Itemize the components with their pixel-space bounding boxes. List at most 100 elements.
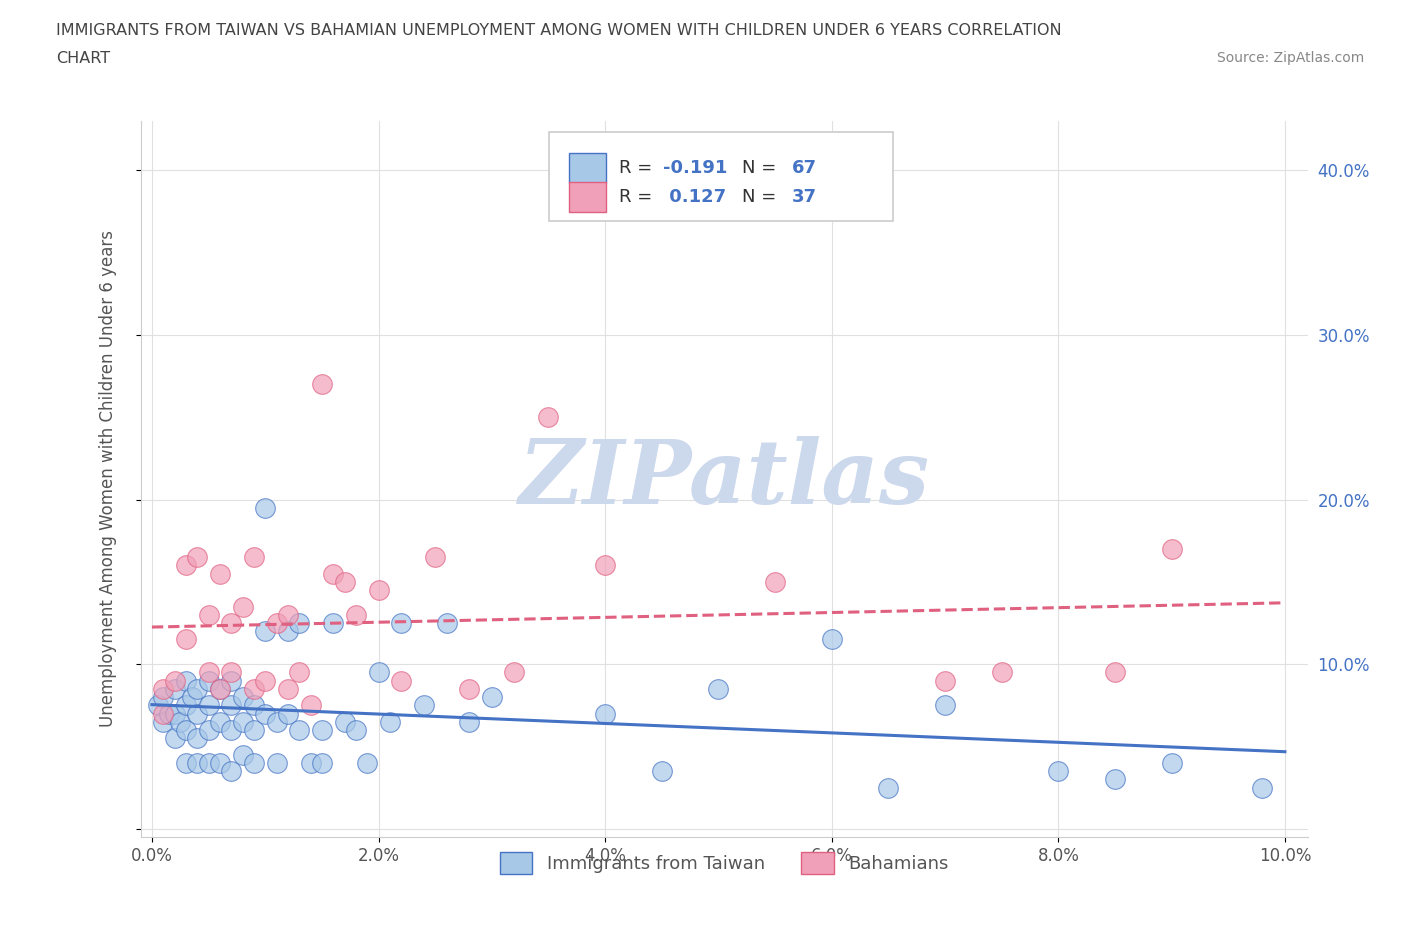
Text: N =: N = <box>741 159 782 177</box>
Point <box>1160 541 1182 556</box>
Point <box>266 616 288 631</box>
Point <box>243 755 266 770</box>
Point <box>254 706 277 721</box>
Point <box>174 723 197 737</box>
Point <box>174 558 197 573</box>
Point <box>197 607 219 622</box>
Point <box>1160 755 1182 770</box>
Text: -0.191: -0.191 <box>664 159 728 177</box>
Point <box>254 624 277 639</box>
Point <box>821 632 844 647</box>
Point <box>266 755 288 770</box>
Text: R =: R = <box>619 188 658 206</box>
Point <box>277 607 299 622</box>
Point <box>311 377 333 392</box>
Point <box>219 616 242 631</box>
Text: Source: ZipAtlas.com: Source: ZipAtlas.com <box>1216 51 1364 65</box>
Point <box>232 747 254 762</box>
Point <box>1251 780 1274 795</box>
Point <box>1104 665 1126 680</box>
Point <box>219 673 242 688</box>
Point <box>322 616 344 631</box>
Point <box>311 755 333 770</box>
Point <box>877 780 900 795</box>
Point <box>322 566 344 581</box>
Point <box>288 616 311 631</box>
Point <box>425 550 447 565</box>
Point <box>990 665 1012 680</box>
Point <box>344 723 367 737</box>
Point <box>243 550 266 565</box>
Point <box>157 706 180 721</box>
Point <box>208 755 231 770</box>
Text: N =: N = <box>741 188 782 206</box>
Point <box>219 723 242 737</box>
Point <box>152 682 174 697</box>
Legend: Immigrants from Taiwan, Bahamians: Immigrants from Taiwan, Bahamians <box>492 845 956 882</box>
Point <box>299 698 322 712</box>
Point <box>163 682 186 697</box>
FancyBboxPatch shape <box>548 132 893 221</box>
Point <box>208 566 231 581</box>
Point <box>186 731 208 746</box>
Point <box>436 616 458 631</box>
Point <box>356 755 378 770</box>
Point <box>277 706 299 721</box>
Point <box>333 575 356 590</box>
Point <box>219 698 242 712</box>
Text: 37: 37 <box>792 188 817 206</box>
Point <box>254 673 277 688</box>
Point <box>367 665 389 680</box>
Point <box>299 755 322 770</box>
Point <box>503 665 526 680</box>
Point <box>197 673 219 688</box>
FancyBboxPatch shape <box>569 153 606 183</box>
Point <box>934 673 956 688</box>
Point <box>277 624 299 639</box>
Text: CHART: CHART <box>56 51 110 66</box>
Point <box>232 599 254 614</box>
Point <box>208 682 231 697</box>
Text: ZIPatlas: ZIPatlas <box>519 435 929 523</box>
Point <box>378 714 401 729</box>
Point <box>197 723 219 737</box>
Point <box>186 755 208 770</box>
Point <box>243 682 266 697</box>
Point <box>243 723 266 737</box>
Text: 67: 67 <box>792 159 817 177</box>
Point <box>163 673 186 688</box>
Point <box>707 682 730 697</box>
Point <box>174 698 197 712</box>
Point <box>344 607 367 622</box>
Point <box>412 698 434 712</box>
Point <box>232 690 254 705</box>
Point <box>243 698 266 712</box>
Point <box>458 714 481 729</box>
Point <box>481 690 503 705</box>
Point <box>197 665 219 680</box>
Point <box>537 410 560 425</box>
Point <box>763 575 786 590</box>
FancyBboxPatch shape <box>569 182 606 212</box>
Point <box>146 698 169 712</box>
Point <box>186 706 208 721</box>
Point <box>174 755 197 770</box>
Point <box>180 690 202 705</box>
Point <box>288 665 311 680</box>
Point <box>208 714 231 729</box>
Point <box>163 706 186 721</box>
Point <box>254 500 277 515</box>
Point <box>389 673 412 688</box>
Point <box>311 723 333 737</box>
Point <box>277 682 299 697</box>
Point <box>1047 764 1070 778</box>
Point <box>593 706 616 721</box>
Y-axis label: Unemployment Among Women with Children Under 6 years: Unemployment Among Women with Children U… <box>98 231 117 727</box>
Point <box>651 764 673 778</box>
Point <box>152 690 174 705</box>
Point <box>219 764 242 778</box>
Point <box>186 550 208 565</box>
Point <box>208 682 231 697</box>
Point <box>186 682 208 697</box>
Point <box>389 616 412 631</box>
